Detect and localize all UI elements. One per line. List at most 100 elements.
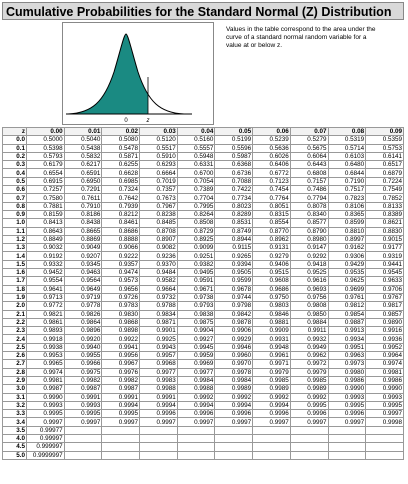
probability: 0.9991 — [101, 392, 141, 402]
probability: 0.9767 — [365, 292, 404, 303]
probability: 0.8869 — [63, 234, 103, 245]
column-header: z — [2, 126, 27, 137]
probability: 0.9946 — [214, 342, 254, 353]
probability: 0.7357 — [139, 185, 178, 195]
probability: 0.8078 — [289, 201, 329, 211]
probability: 0.6517 — [365, 160, 404, 170]
table-row: 2.4 0.9918 0.9920 0.9922 0.9925 0.9927 0.9929 0… — [2, 334, 404, 344]
table-row: 1.6 0.9452 0.9463 0.9474 0.9484 0.9495 0.9505 0… — [2, 268, 404, 278]
probability: 0.9726 — [101, 292, 141, 303]
z-value: 2.3 — [2, 326, 27, 336]
probability: 0.9452 — [26, 268, 65, 278]
probability: 0.8531 — [214, 218, 254, 228]
probability: 0.9898 — [101, 326, 141, 336]
probability: 0.9976 — [101, 367, 141, 377]
empty-cell — [252, 433, 291, 444]
probability: 0.9713 — [26, 292, 65, 303]
probability: 0.9970 — [214, 359, 254, 369]
probability: 0.8212 — [101, 209, 141, 220]
probability: 0.9996 — [327, 409, 367, 419]
probability: 0.5398 — [26, 143, 65, 153]
probability: 0.9993 — [365, 392, 404, 402]
empty-cell — [101, 450, 141, 460]
empty-cell — [327, 425, 367, 436]
probability: 0.9332 — [26, 259, 65, 270]
probability: 0.9783 — [101, 301, 141, 311]
title: Cumulative Probabilities for the Standar… — [2, 2, 404, 20]
probability: 0.5160 — [176, 135, 216, 145]
probability: 0.7673 — [139, 193, 178, 203]
z-value: 2.7 — [2, 359, 27, 369]
probability: 0.9265 — [214, 251, 254, 261]
z-value: 2.9 — [2, 375, 27, 386]
probability: 0.9808 — [289, 301, 329, 311]
probability: 0.9515 — [252, 268, 291, 278]
probability: 0.5478 — [101, 143, 141, 153]
empty-cell — [252, 442, 291, 452]
probability: 0.8315 — [252, 209, 291, 220]
probability: 0.5636 — [252, 143, 291, 153]
probability: 0.9979 — [289, 367, 329, 377]
probability: 0.9893 — [26, 326, 65, 336]
probability: 0.7580 — [26, 193, 65, 203]
empty-cell — [63, 450, 103, 460]
probability: 0.5714 — [327, 143, 367, 153]
probability: 0.8643 — [26, 226, 65, 236]
probability: 0.9994 — [214, 400, 254, 411]
probability: 0.9236 — [139, 251, 178, 261]
z-value: 0.7 — [2, 193, 27, 203]
probability: 0.8770 — [252, 226, 291, 236]
table-row: 1.2 0.8849 0.8869 0.8888 0.8907 0.8925 0.8944 0… — [2, 234, 404, 245]
probability: 0.7967 — [139, 201, 178, 211]
probability: 0.9963 — [327, 350, 367, 361]
probability: 0.9989 — [252, 384, 291, 394]
empty-cell — [176, 433, 216, 444]
probability: 0.9991 — [63, 392, 103, 402]
probability: 0.9382 — [176, 259, 216, 270]
z-value: 0.6 — [2, 185, 27, 195]
z-value: 1.7 — [2, 276, 27, 286]
curve — [67, 33, 185, 115]
z-value: 1.3 — [2, 243, 27, 253]
table-row: 3.1 0.9990 0.9991 0.9991 0.9991 0.9992 0.9992 0… — [2, 392, 404, 402]
z-value: 0.8 — [2, 201, 27, 211]
probability: 0.9975 — [63, 367, 103, 377]
probability: 0.7454 — [252, 185, 291, 195]
probability: 0.9633 — [365, 276, 404, 286]
probability: 0.5000 — [26, 135, 65, 145]
column-header: 0.03 — [139, 126, 178, 137]
probability: 0.5319 — [327, 135, 367, 145]
probability: 0.9991 — [139, 392, 178, 402]
probability: 0.7517 — [327, 185, 367, 195]
empty-cell — [176, 450, 216, 460]
probability: 0.7324 — [101, 185, 141, 195]
probability: 0.9956 — [101, 350, 141, 361]
probability: 0.8749 — [214, 226, 254, 236]
probability: 0.9032 — [26, 243, 65, 253]
probability: 0.7422 — [214, 185, 254, 195]
probability: 0.9608 — [252, 276, 291, 286]
probability: 0.9977 — [176, 367, 216, 377]
probability: 0.9871 — [139, 317, 178, 328]
probability: 0.9994 — [252, 400, 291, 411]
probability: 0.7852 — [365, 193, 404, 203]
probability: 0.5793 — [26, 151, 65, 162]
empty-cell — [327, 433, 367, 444]
probability: 0.9474 — [101, 268, 141, 278]
z-value: 2.4 — [2, 334, 27, 344]
probability: 0.5832 — [63, 151, 103, 162]
table-row: 1.8 0.9641 0.9649 0.9656 0.9664 0.9671 0.9678 0… — [2, 284, 404, 294]
column-header: 0.00 — [26, 126, 65, 137]
probability: 0.9699 — [327, 284, 367, 294]
probability: 0.9993 — [26, 400, 65, 411]
probability: 0.9744 — [214, 292, 254, 303]
probability: 0.9996 — [289, 409, 329, 419]
probability: 0.9998 — [365, 417, 404, 427]
probability: 0.8238 — [139, 209, 178, 220]
probability: 0.6179 — [26, 160, 65, 170]
probability: 0.9192 — [26, 251, 65, 261]
probability: 0.8461 — [101, 218, 141, 228]
probability: 0.6736 — [214, 168, 254, 178]
table-row: 1.4 0.9192 0.9207 0.9222 0.9236 0.9251 0.9265 0… — [2, 251, 404, 261]
